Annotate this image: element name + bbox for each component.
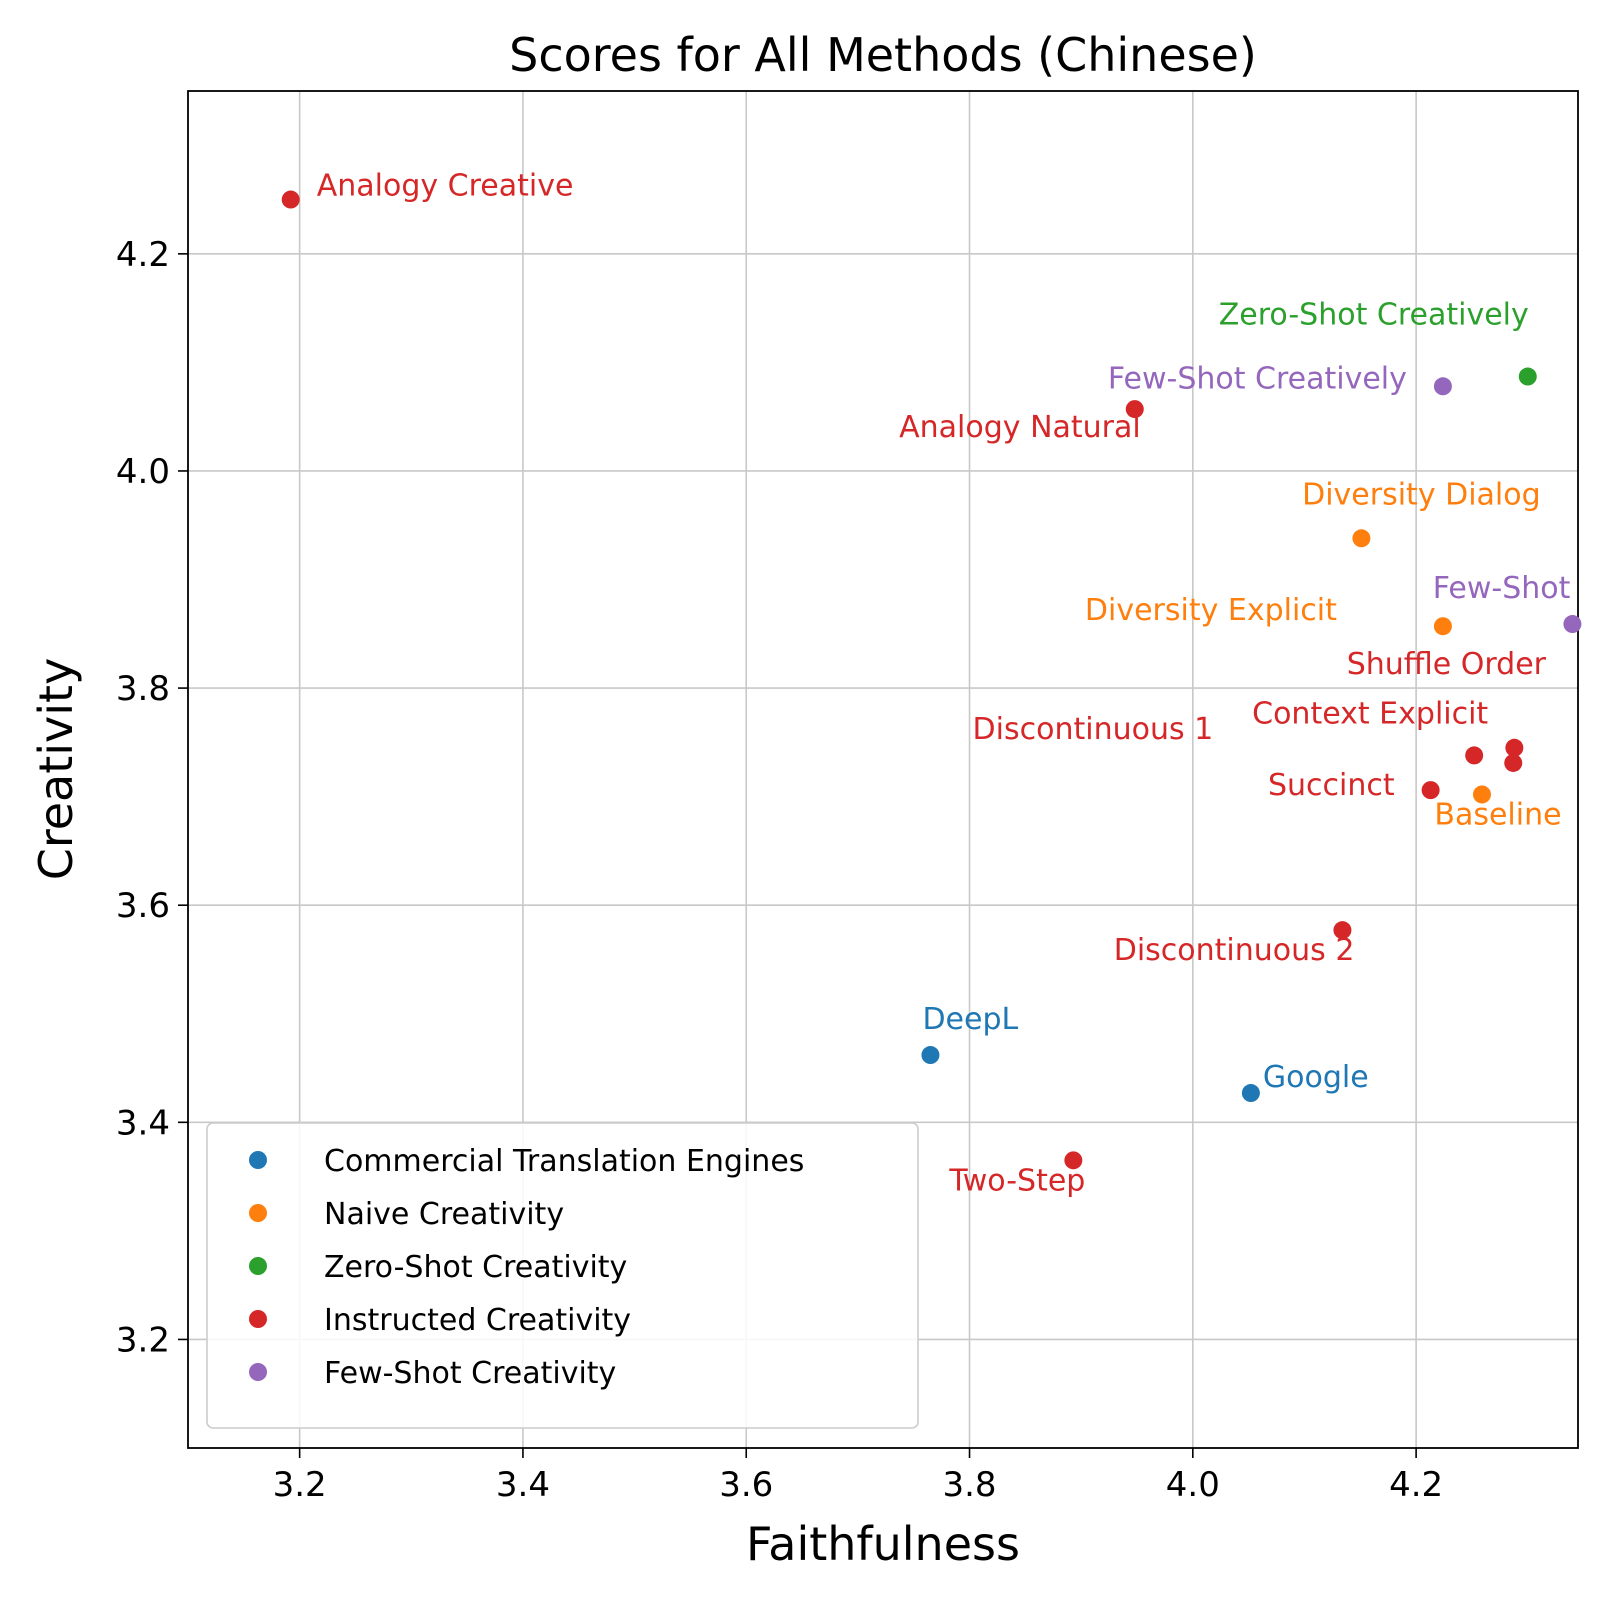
- data-point: [1433, 377, 1452, 396]
- x-tick-label: 3.6: [719, 1465, 773, 1505]
- legend: Commercial Translation Engines Naive Crea…: [206, 1122, 919, 1429]
- point-layer: [281, 190, 1582, 1170]
- point-label: Few-Shot: [1433, 571, 1571, 606]
- data-point: [1504, 753, 1523, 772]
- legend-marker: [249, 1257, 267, 1275]
- data-point: [1563, 615, 1582, 634]
- data-point: [1472, 785, 1491, 804]
- y-tick-label: 4.0: [116, 452, 170, 492]
- point-label: Few-Shot Creatively: [1108, 361, 1407, 396]
- x-tick-label: 3.8: [942, 1465, 996, 1505]
- legend-label: Zero-Shot Creativity: [324, 1250, 627, 1285]
- data-point: [1333, 921, 1352, 940]
- x-axis-label: Faithfulness: [746, 1517, 1020, 1571]
- legend-marker: [249, 1151, 267, 1169]
- tick-layer: 3.2 3.4 3.6 3.8 4.0 4.2 3.2 3.4 3.6 3.8 4.0 4.2: [116, 235, 1443, 1505]
- point-label: Context Explicit: [1252, 696, 1488, 731]
- y-tick-label: 3.8: [116, 669, 170, 709]
- grid-layer: [188, 91, 1578, 1448]
- point-label: Two-Step: [948, 1163, 1085, 1198]
- point-label: Baseline: [1434, 797, 1561, 832]
- y-tick-label: 3.2: [116, 1320, 170, 1360]
- data-point: [1518, 367, 1537, 386]
- x-tick-label: 4.2: [1389, 1465, 1443, 1505]
- y-axis-label: Creativity: [29, 658, 83, 881]
- data-point: [1125, 400, 1144, 419]
- x-tick-label: 3.2: [273, 1465, 327, 1505]
- x-tick-label: 3.4: [496, 1465, 550, 1505]
- x-tick-label: 4.0: [1166, 1465, 1220, 1505]
- y-tick-label: 3.4: [116, 1103, 170, 1143]
- point-label: Analogy Natural: [899, 410, 1141, 445]
- point-label: DeepL: [922, 1002, 1018, 1037]
- point-label: Diversity Explicit: [1085, 593, 1337, 628]
- legend-label: Few-Shot Creativity: [324, 1356, 616, 1391]
- legend-label: Instructed Creativity: [324, 1303, 631, 1338]
- data-point: [1064, 1151, 1083, 1170]
- legend-marker: [249, 1204, 267, 1222]
- legend-marker: [249, 1363, 267, 1381]
- point-label: Google: [1263, 1060, 1369, 1095]
- legend-label: Naive Creativity: [324, 1197, 564, 1232]
- point-label-layer: DeepL Google Diversity Dialog Diversity Exp…: [317, 169, 1571, 1199]
- point-label: Diversity Dialog: [1302, 477, 1541, 512]
- data-point: [1241, 1084, 1260, 1103]
- point-label: Discontinuous 1: [973, 712, 1214, 747]
- y-tick-label: 4.2: [116, 235, 170, 275]
- data-point: [1421, 781, 1440, 800]
- data-point: [1352, 529, 1371, 548]
- point-label: Succinct: [1268, 768, 1395, 803]
- legend-label: Commercial Translation Engines: [324, 1144, 804, 1179]
- data-point: [281, 190, 300, 209]
- data-point: [1433, 617, 1452, 636]
- point-label: Discontinuous 2: [1114, 933, 1355, 968]
- legend-marker: [249, 1310, 267, 1328]
- point-label: Shuffle Order: [1347, 647, 1547, 682]
- data-point: [1465, 746, 1484, 765]
- y-tick-label: 3.6: [116, 886, 170, 926]
- data-point: [1505, 738, 1524, 757]
- point-label: Zero-Shot Creatively: [1219, 298, 1529, 333]
- chart-title: Scores for All Methods (Chinese): [509, 28, 1257, 82]
- legend-box: [206, 1122, 919, 1429]
- plot-frame: [187, 90, 1579, 1449]
- data-point: [921, 1046, 940, 1065]
- point-label: Analogy Creative: [317, 169, 574, 204]
